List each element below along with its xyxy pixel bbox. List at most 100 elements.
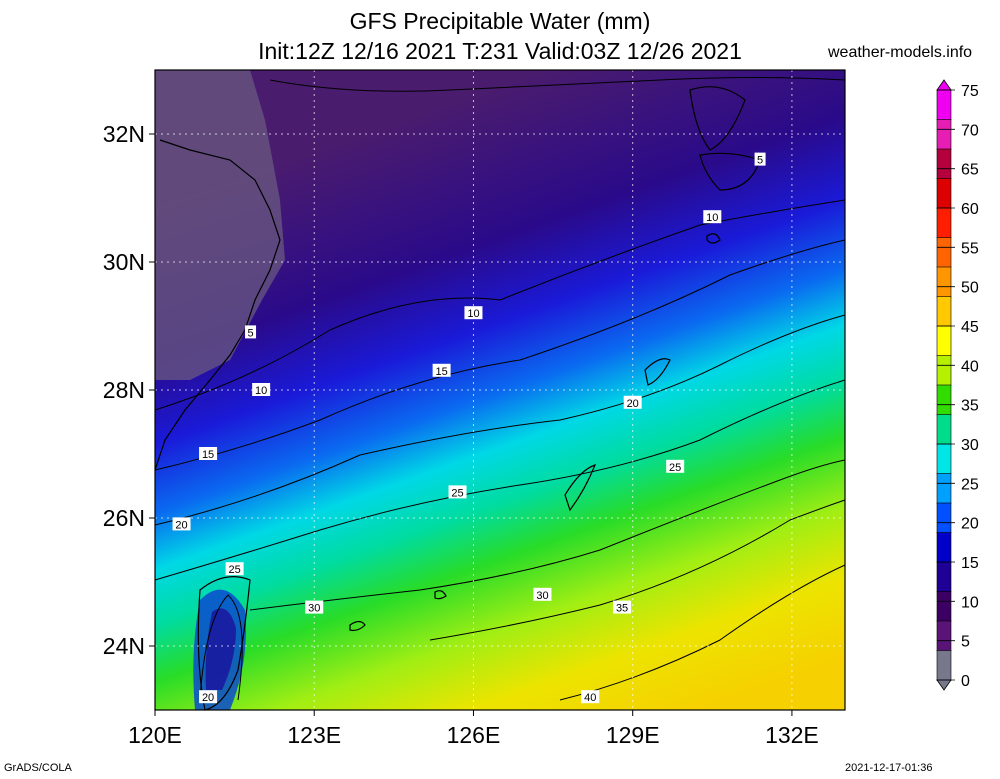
colorbar-swatch xyxy=(936,296,952,327)
miyako-island xyxy=(349,620,366,632)
amami-island xyxy=(644,358,671,386)
contour-label: 20 xyxy=(175,519,187,531)
contour-label-bg xyxy=(432,363,451,377)
contour-label-bg xyxy=(533,587,552,601)
colorbar-level-label: 35 xyxy=(961,398,979,415)
colorbar-swatch xyxy=(936,325,952,357)
lat-tick-label: 24N xyxy=(103,633,145,659)
colorbar-level-label: 40 xyxy=(961,358,979,375)
colorbar-swatch xyxy=(936,502,952,534)
render-timestamp: 2021-12-17-01:36 xyxy=(845,762,933,774)
contour-label-bg xyxy=(448,485,467,499)
contour-label: 25 xyxy=(228,564,240,576)
colorbar-swatch xyxy=(936,443,952,475)
chart-subtitle: Init:12Z 12/16 2021 T:231 Valid:03Z 12/2… xyxy=(258,38,742,64)
contour-label-bg xyxy=(666,459,685,473)
china-coast xyxy=(154,139,281,471)
colorbar-swatch xyxy=(936,119,952,150)
contour-label-bg xyxy=(464,306,483,320)
south-kyushu-coast xyxy=(699,152,761,191)
colorbar-swatch xyxy=(936,89,952,121)
contour-label: 20 xyxy=(202,692,214,704)
colorbar-level-label: 55 xyxy=(961,240,979,257)
contour-label-bg xyxy=(252,383,271,396)
colorbar-swatch xyxy=(936,620,952,652)
lon-tick-label: 129E xyxy=(606,722,660,748)
colorbar-swatch xyxy=(936,207,952,239)
colorbar-swatch xyxy=(936,414,952,445)
contour-label: 25 xyxy=(451,487,463,499)
contour-label: 35 xyxy=(616,603,628,615)
lat-tick-label: 28N xyxy=(103,377,145,403)
colorbar-level-label: 30 xyxy=(961,437,979,454)
lon-tick-label: 126E xyxy=(447,722,501,748)
dry-region xyxy=(155,70,285,380)
contour-25 xyxy=(154,379,846,581)
contour-label-bg xyxy=(172,517,191,531)
contour-label: 15 xyxy=(202,449,214,461)
contour-label: 20 xyxy=(627,398,639,410)
colorbar-level-label: 25 xyxy=(961,476,979,493)
contour-20 xyxy=(154,314,846,526)
contour-label: 40 xyxy=(584,692,596,704)
colorbar-level-label: 50 xyxy=(961,280,979,297)
colorbar-swatch xyxy=(936,266,952,298)
axes: 120E 123E 126E 129E 132E 24N 26N 28N 30N 32N xyxy=(103,121,819,748)
colorbar-level-label: 5 xyxy=(961,634,970,651)
contour-label: 30 xyxy=(536,590,548,602)
contour-lines xyxy=(154,77,846,701)
contour-15 xyxy=(154,239,846,471)
contour-label-bg xyxy=(199,690,218,704)
contour-label-bg xyxy=(623,395,642,409)
contour-40 xyxy=(559,564,846,701)
contour-label-bg xyxy=(703,210,722,224)
colorbar-level-label: 60 xyxy=(961,201,979,218)
chart-title: GFS Precipitable Water (mm) xyxy=(349,8,651,34)
taiwan-coast xyxy=(197,576,251,711)
colorbar-swatch xyxy=(936,148,952,180)
contour-label: 10 xyxy=(467,308,479,320)
contour-5 xyxy=(269,77,846,92)
colorbar-swatch xyxy=(936,237,952,268)
contour-10 xyxy=(154,199,846,411)
taiwan-core xyxy=(205,608,236,690)
contour-label: 25 xyxy=(669,462,681,474)
contour-label-bg xyxy=(199,447,218,460)
kyushu-coast xyxy=(689,86,746,151)
contour-label-bg xyxy=(613,600,632,614)
colorbar-min-arrow xyxy=(936,679,952,691)
contour-label: 15 xyxy=(435,366,447,378)
colorbar-swatch xyxy=(936,384,952,416)
lon-tick-label: 132E xyxy=(765,722,819,748)
colorbar-swatch xyxy=(936,473,952,504)
colorbar-level-label: 65 xyxy=(961,162,979,179)
contour-label-bg xyxy=(245,325,257,339)
colorbar-swatch xyxy=(936,532,952,563)
contour-labels: 5 5 10 10 10 15 15 20 20 20 25 25 25 30 30 35 40 xyxy=(172,152,766,704)
contour-label-bg xyxy=(225,562,244,576)
contour-label: 5 xyxy=(757,155,763,167)
small-island xyxy=(434,590,447,600)
colorbar-swatch xyxy=(936,561,952,593)
contour-label-bg xyxy=(581,690,600,704)
colorbar-level-label: 70 xyxy=(961,122,979,139)
contour-30 xyxy=(249,459,846,611)
contour-label: 10 xyxy=(255,385,267,397)
colorbar-level-label: 10 xyxy=(961,594,979,611)
lat-tick-label: 26N xyxy=(103,505,145,531)
contour-label: 10 xyxy=(706,212,718,224)
contour-label-bg xyxy=(305,600,324,614)
colorbar-swatch xyxy=(936,178,952,209)
contour-label-bg xyxy=(754,152,766,166)
okinawa-island xyxy=(564,464,597,512)
contour-35 xyxy=(429,499,846,641)
colorbar-swatch xyxy=(936,591,952,622)
colorbar-swatch xyxy=(936,355,952,386)
contour-label: 30 xyxy=(308,603,320,615)
colorbar-level-label: 75 xyxy=(961,83,979,100)
colorbar-level-label: 20 xyxy=(961,516,979,533)
colorbar-swatch xyxy=(936,650,952,681)
contour-taiwan xyxy=(199,594,243,701)
